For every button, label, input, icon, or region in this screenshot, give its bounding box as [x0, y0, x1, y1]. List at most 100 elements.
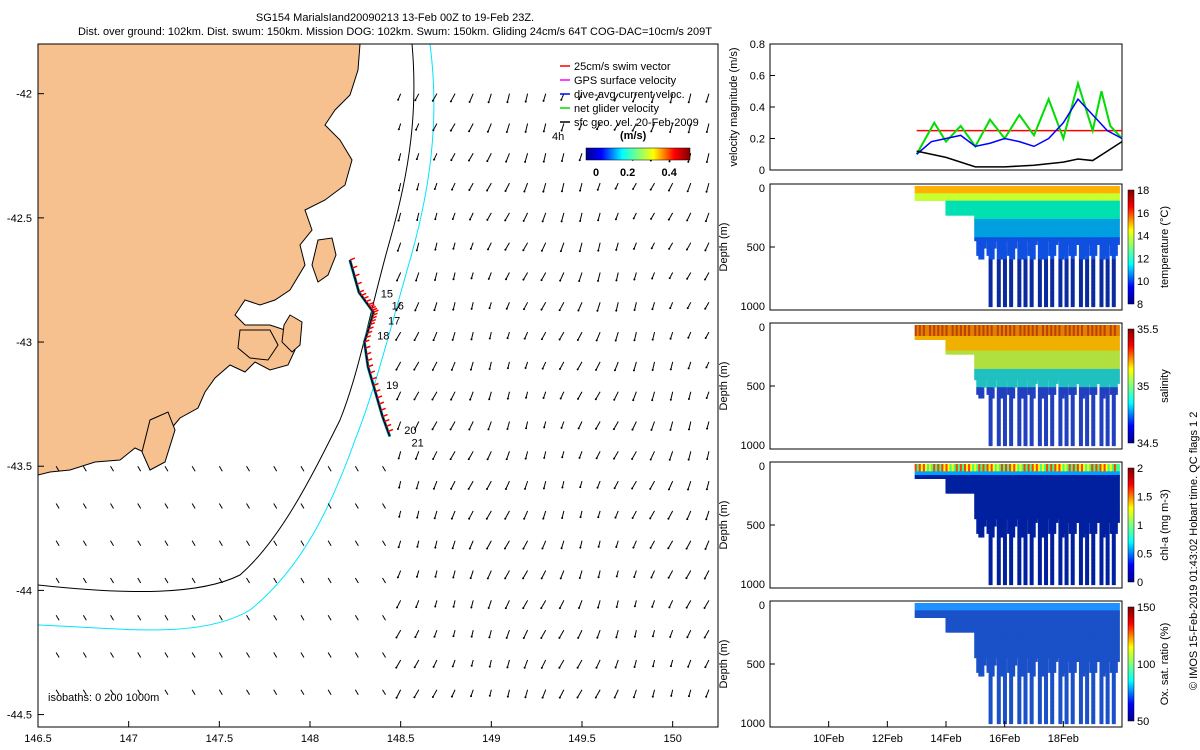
heatmap-cell — [1070, 255, 1075, 260]
velocity-series — [916, 97, 1123, 155]
heatmap-cell — [966, 478, 970, 483]
heatmap-cell — [976, 464, 981, 468]
heatmap-cell — [1039, 390, 1044, 395]
heatmap-cell — [1115, 361, 1120, 366]
heatmap-cell — [1058, 295, 1063, 300]
heatmap-cell — [1089, 346, 1094, 351]
heatmap-cell — [1023, 240, 1028, 245]
heatmap-cell — [957, 325, 962, 329]
heatmap-cell — [966, 474, 970, 479]
heatmap-cell — [992, 207, 997, 212]
heatmap-cell — [933, 467, 938, 472]
heatmap-cell — [1111, 244, 1116, 249]
heatmap-cell — [1017, 343, 1022, 348]
heatmap-cell — [1000, 339, 1005, 344]
heatmap-cell — [1015, 328, 1020, 333]
heatmap-cell — [988, 222, 993, 227]
heatmap-cell — [1037, 226, 1042, 231]
heatmap-cell — [1035, 376, 1040, 381]
quiver-arrow — [559, 600, 565, 609]
heatmap-cell — [959, 325, 964, 329]
heatmap-cell — [1009, 288, 1014, 293]
heatmap-cell — [955, 474, 960, 479]
heatmap-cell — [1029, 200, 1034, 205]
heatmap-cell — [1099, 233, 1104, 238]
quiver-arrow — [506, 451, 510, 460]
heatmap-cell — [980, 500, 985, 505]
heatmap-cell — [957, 186, 962, 190]
heatmap-cell — [1091, 273, 1096, 278]
heatmap-cell — [968, 482, 973, 487]
heatmap-cell — [947, 346, 952, 351]
heatmap-cell — [1113, 251, 1118, 256]
heatmap-cell — [990, 215, 995, 220]
heatmap-cell — [974, 186, 979, 190]
heatmap-cell — [982, 207, 987, 212]
swim-vector — [351, 265, 358, 269]
heatmap-cell — [1050, 368, 1055, 373]
heatmap-cell — [1070, 259, 1075, 264]
geostrophic-vectors — [55, 93, 710, 699]
heatmap-cell — [945, 207, 950, 212]
quiver-head — [687, 397, 690, 400]
heatmap-cell — [1103, 325, 1108, 329]
heatmap-cell — [1111, 207, 1116, 212]
heatmap-cell — [988, 537, 993, 542]
quiver-arrow — [579, 451, 583, 459]
heatmap-cell — [1046, 218, 1051, 223]
heatmap-cell — [1068, 233, 1073, 238]
quiver-arrow — [704, 302, 710, 309]
heatmap-cell — [1091, 240, 1096, 245]
heatmap-cell — [1111, 262, 1116, 267]
heatmap-cell — [1070, 288, 1075, 293]
heatmap-cell — [1005, 485, 1010, 490]
heatmap-cell — [1044, 394, 1049, 399]
heatmap-cell — [1091, 357, 1096, 362]
heatmap-cell — [1023, 229, 1028, 234]
heatmap-cell — [1052, 211, 1057, 216]
heatmap-cell — [957, 464, 962, 468]
heatmap-cell — [978, 189, 983, 194]
heatmap-cell — [1078, 244, 1083, 249]
heatmap-cell — [1068, 186, 1073, 190]
heatmap-cell — [1000, 226, 1005, 231]
heatmap-cell — [1103, 376, 1108, 381]
heatmap-cell — [1064, 431, 1069, 436]
quiver-arrow — [634, 302, 637, 311]
heatmap-cell — [1050, 387, 1055, 392]
heatmap-cell — [959, 207, 964, 212]
heatmap-cell — [1089, 229, 1094, 234]
quiver-arrow — [396, 600, 402, 608]
heatmap-cell — [1031, 379, 1036, 384]
quiver-arrow — [596, 659, 601, 668]
quiver-arrow — [397, 570, 402, 578]
heatmap-cell — [1060, 357, 1065, 362]
heatmap-cell — [1048, 186, 1053, 190]
heatmap-cell — [1050, 292, 1055, 297]
heatmap-cell — [1007, 511, 1012, 516]
quiver-head — [558, 636, 561, 639]
quiver-arrow — [486, 153, 492, 162]
quiver-arrow — [540, 600, 547, 609]
heatmap-cell — [1113, 189, 1118, 194]
heatmap-cell — [986, 325, 991, 329]
quiver-head — [667, 218, 670, 221]
heatmap-cell — [949, 478, 954, 483]
heatmap-cell — [980, 204, 985, 209]
heatmap-cell — [922, 196, 927, 201]
heatmap-cell — [1078, 401, 1083, 406]
heatmap-cell — [1007, 354, 1012, 359]
quiver-head — [523, 666, 526, 669]
heatmap-cell — [1078, 266, 1083, 271]
heatmap-cell — [1011, 226, 1016, 231]
heatmap-cell — [1089, 350, 1094, 355]
heatmap-cell — [1011, 376, 1016, 381]
quiver-arrow — [686, 540, 692, 549]
heatmap-cell — [1027, 372, 1032, 377]
heatmap-cell — [1002, 507, 1007, 512]
heatmap-cell — [1050, 427, 1055, 432]
heatmap-cell — [1060, 332, 1065, 337]
heatmap-cell — [988, 405, 993, 410]
heatmap-cell — [1099, 244, 1104, 249]
heatmap-cell — [945, 489, 950, 494]
